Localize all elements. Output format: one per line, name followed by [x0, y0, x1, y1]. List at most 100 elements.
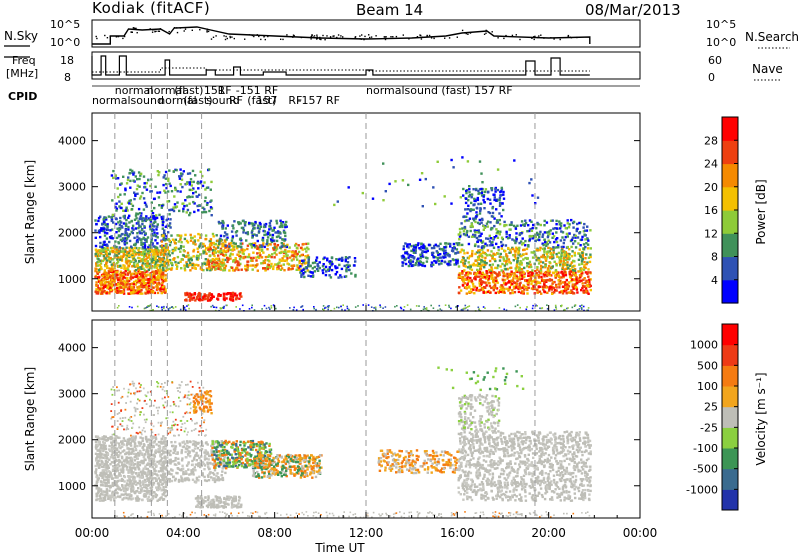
scatter-cell	[176, 201, 178, 203]
scatter-cell	[464, 226, 466, 228]
scatter-cell	[141, 229, 143, 231]
scatter-cell	[344, 265, 346, 267]
scatter-cell	[245, 269, 247, 271]
scatter-cell	[222, 254, 224, 256]
scatter-cell	[284, 235, 286, 237]
scatter-cell	[467, 208, 469, 210]
scatter-cell	[276, 268, 278, 270]
scatter-cell	[186, 183, 188, 185]
scatter-cell	[493, 225, 495, 227]
scatter-cell	[197, 209, 199, 211]
scatter-cell	[461, 259, 463, 261]
scatter-cell	[192, 170, 194, 172]
scatter-cell	[544, 220, 546, 222]
scatter-cell	[518, 269, 520, 271]
scatter-cell	[138, 253, 140, 255]
scatter-cell	[526, 292, 528, 294]
scatter-cell	[142, 253, 144, 255]
scatter-cell	[583, 248, 585, 250]
scatter-cell	[235, 298, 237, 300]
scatter-cell	[157, 275, 159, 277]
scatter-cell	[186, 211, 188, 213]
scatter-cell	[404, 259, 406, 261]
scatter-cell	[538, 285, 540, 287]
scatter-cell	[581, 305, 583, 307]
nsky-dot	[301, 37, 302, 38]
scatter-cell	[498, 249, 500, 251]
scatter-cell	[566, 233, 568, 235]
scatter-cell	[513, 225, 515, 227]
scatter-cell	[257, 227, 259, 229]
scatter-cell	[193, 297, 195, 299]
scatter-cell	[494, 196, 496, 198]
scatter-cell	[95, 245, 97, 247]
colorbar-tick-label: 20	[704, 181, 718, 194]
scatter-cell	[170, 185, 172, 187]
scatter-cell	[223, 293, 225, 295]
scatter-cell	[498, 212, 500, 214]
scatter-cell	[130, 246, 132, 248]
scatter-cell	[126, 182, 128, 184]
scatter-cell	[103, 218, 105, 220]
nsky-dot	[110, 36, 111, 37]
scatter-cell	[136, 275, 138, 277]
scatter-cell	[466, 252, 468, 254]
scatter-cell	[103, 255, 105, 257]
nsky-dot	[553, 38, 554, 39]
scatter-cell	[217, 246, 219, 248]
scatter-cell	[382, 162, 384, 164]
scatter-cell	[507, 247, 509, 249]
scatter-cell	[585, 253, 587, 255]
scatter-cell	[333, 204, 335, 206]
scatter-cell	[560, 253, 562, 255]
scatter-cell	[136, 188, 138, 190]
scatter-cell	[249, 264, 251, 266]
scatter-cell	[132, 229, 134, 231]
scatter-cell	[212, 266, 214, 268]
scatter-cell	[547, 274, 549, 276]
scatter-cell	[486, 276, 488, 278]
scatter-cell	[102, 260, 104, 262]
scatter-cell	[468, 195, 470, 197]
nsky-dot	[211, 38, 212, 39]
scatter-cell	[463, 230, 465, 232]
scatter-cell	[502, 275, 504, 277]
scatter-cell	[184, 238, 186, 240]
scatter-cell	[354, 274, 356, 276]
freq-label-2: [MHz]	[6, 67, 38, 80]
scatter-cell	[334, 308, 336, 310]
scatter-cell	[241, 269, 243, 271]
scatter-cell	[492, 263, 494, 265]
scatter-cell	[551, 288, 553, 290]
scatter-cell	[228, 269, 230, 271]
scatter-cell	[156, 282, 158, 284]
scatter-cell	[221, 262, 223, 264]
scatter-cell	[135, 260, 137, 262]
scatter-cell	[330, 276, 332, 278]
scatter-cell	[407, 184, 409, 186]
scatter-cell	[313, 306, 315, 308]
scatter-cell	[131, 256, 133, 258]
scatter-cell	[108, 241, 110, 243]
scatter-cell	[186, 263, 188, 265]
scatter-cell	[532, 224, 534, 226]
scatter-cell	[152, 309, 154, 311]
scatter-cell	[168, 209, 170, 211]
scatter-cell	[542, 244, 544, 246]
scatter-cell	[465, 202, 467, 204]
scatter-cell	[281, 242, 283, 244]
scatter-cell	[539, 249, 541, 251]
scatter-cell	[423, 246, 425, 248]
scatter-cell	[404, 306, 406, 308]
scatter-cell	[180, 183, 182, 185]
scatter-cell	[536, 232, 538, 234]
scatter-cell	[516, 238, 518, 240]
scatter-cell	[497, 168, 499, 170]
scatter-cell	[540, 224, 542, 226]
scatter-cell	[156, 226, 158, 228]
scatter-cell	[529, 264, 531, 266]
scatter-cell	[123, 267, 125, 269]
scatter-cell	[100, 268, 102, 270]
scatter-cell	[576, 282, 578, 284]
